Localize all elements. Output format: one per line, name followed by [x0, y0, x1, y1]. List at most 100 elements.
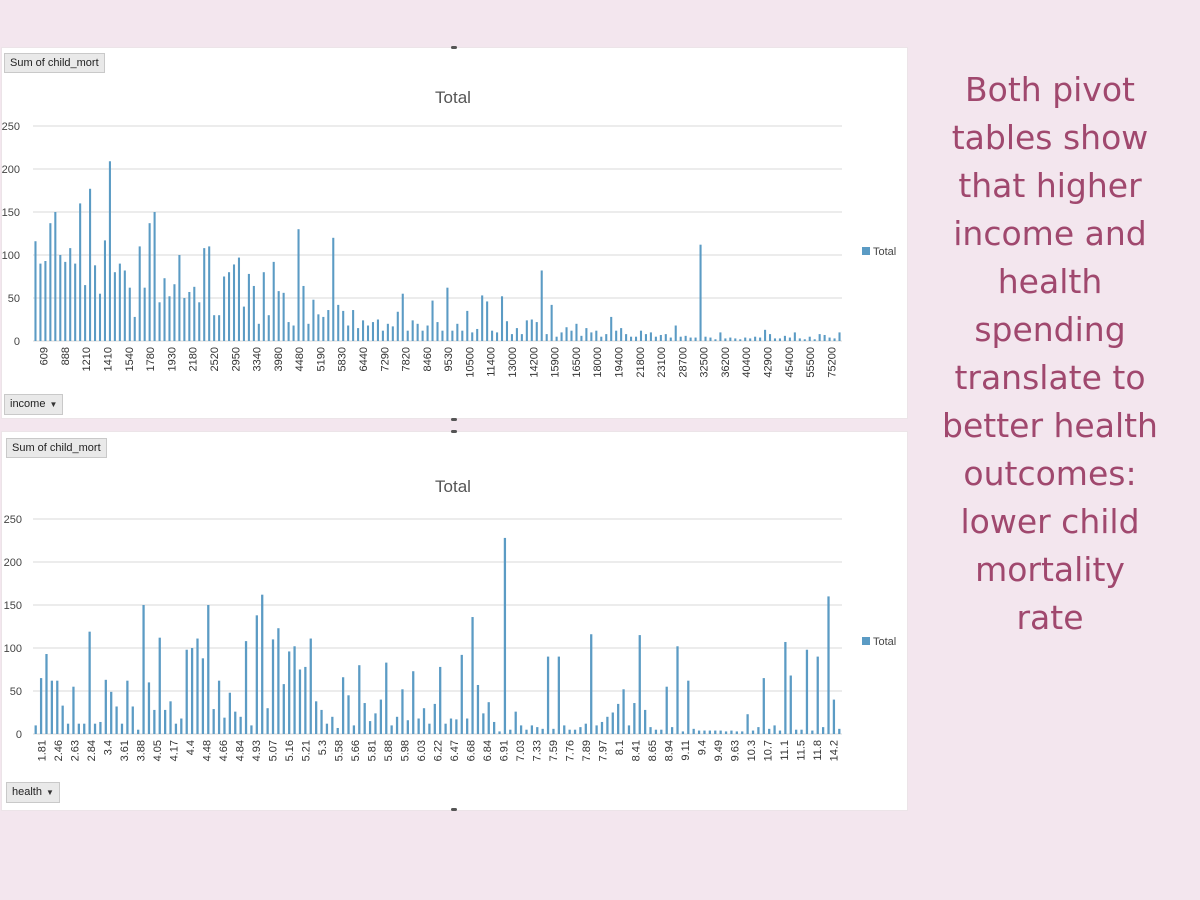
x-tick-label: 1540 [124, 347, 136, 371]
bar [252, 285, 255, 341]
bar [730, 730, 733, 734]
bar [325, 723, 329, 734]
top-value-field-button[interactable]: Sum of child_mort [4, 53, 105, 73]
x-tick-label: 19400 [613, 347, 625, 378]
bar [89, 188, 92, 341]
y-tick-label: 150 [2, 207, 20, 219]
x-tick-label: 32500 [699, 347, 711, 378]
y-tick-label: 50 [10, 686, 22, 698]
bar [778, 338, 781, 341]
bar [719, 332, 722, 341]
bar [579, 727, 582, 734]
bar [545, 334, 548, 341]
x-tick-label: 5190 [315, 347, 327, 371]
bar [143, 287, 146, 341]
income-axis-field-button[interactable]: income ▼ [4, 394, 64, 415]
bar [546, 656, 550, 734]
bar [250, 725, 253, 734]
bar [347, 325, 350, 341]
bar [704, 336, 707, 341]
x-tick-label: 7.97 [598, 740, 610, 761]
x-tick-label: 3980 [273, 347, 285, 371]
bar [789, 675, 792, 734]
bar [163, 278, 166, 341]
bar [113, 272, 116, 341]
bar [257, 323, 260, 341]
bar [684, 335, 687, 341]
bar [395, 716, 399, 734]
bar [605, 334, 608, 341]
bar [207, 605, 210, 734]
bar [374, 713, 377, 734]
bar [362, 320, 365, 341]
bar [681, 731, 685, 734]
bar [811, 730, 814, 734]
bar [287, 322, 290, 341]
x-tick-label: 21800 [635, 347, 647, 378]
bar [391, 326, 394, 341]
x-tick-label: 8.94 [664, 740, 676, 761]
bar [292, 325, 295, 341]
x-tick-label: 23100 [656, 347, 668, 378]
x-tick-label: 11400 [486, 347, 498, 377]
x-tick-label: 2.46 [53, 740, 65, 761]
bar [620, 328, 623, 341]
bar [606, 716, 609, 734]
bar [431, 300, 434, 341]
bar [762, 678, 765, 734]
bar [803, 339, 806, 341]
bar [411, 320, 414, 341]
health-axis-field-label: health [12, 786, 42, 798]
bar [84, 285, 87, 341]
health-axis-field-button[interactable]: health ▼ [6, 782, 60, 803]
bar [83, 723, 86, 734]
bar [519, 725, 523, 734]
x-tick-label: 18000 [592, 347, 604, 378]
bar [795, 729, 798, 734]
y-tick-label: 0 [16, 729, 22, 741]
resize-handle-icon[interactable] [451, 46, 457, 49]
x-tick-label: 6.91 [499, 740, 511, 761]
x-tick-label: 36200 [720, 347, 732, 378]
x-tick-label: 5.07 [267, 740, 279, 761]
bar [615, 330, 618, 341]
bar [460, 654, 463, 734]
bar [376, 319, 379, 341]
x-tick-label: 5830 [337, 347, 349, 371]
bar [654, 729, 658, 734]
bar [147, 682, 151, 734]
bar [201, 658, 205, 734]
x-tick-label: 3.88 [135, 740, 147, 761]
bottom-value-field-button[interactable]: Sum of child_mort [6, 438, 107, 458]
bar [277, 628, 280, 734]
bar [426, 325, 429, 341]
resize-handle-icon[interactable] [451, 430, 457, 433]
bar [406, 330, 409, 341]
bar [665, 686, 668, 734]
y-tick-label: 100 [2, 250, 20, 262]
bar [703, 730, 706, 734]
bar [823, 334, 826, 341]
bar [560, 332, 563, 341]
bar [56, 680, 59, 734]
bar [128, 287, 131, 341]
bar [552, 728, 555, 734]
bar [44, 261, 47, 341]
bar [49, 223, 52, 341]
bar [476, 684, 480, 734]
bar [327, 310, 330, 341]
bar [185, 649, 188, 734]
y-tick-label: 100 [4, 643, 22, 655]
bar [503, 537, 507, 734]
resize-handle-icon[interactable] [451, 418, 457, 421]
bar [64, 261, 67, 341]
x-tick-label: 4.05 [152, 740, 164, 761]
bar [676, 646, 679, 734]
resize-handle-icon[interactable] [451, 808, 457, 811]
bar [336, 727, 339, 734]
bar [838, 728, 841, 734]
bar [304, 666, 307, 734]
bar [557, 656, 560, 734]
bar [525, 729, 528, 734]
bar [694, 337, 697, 341]
